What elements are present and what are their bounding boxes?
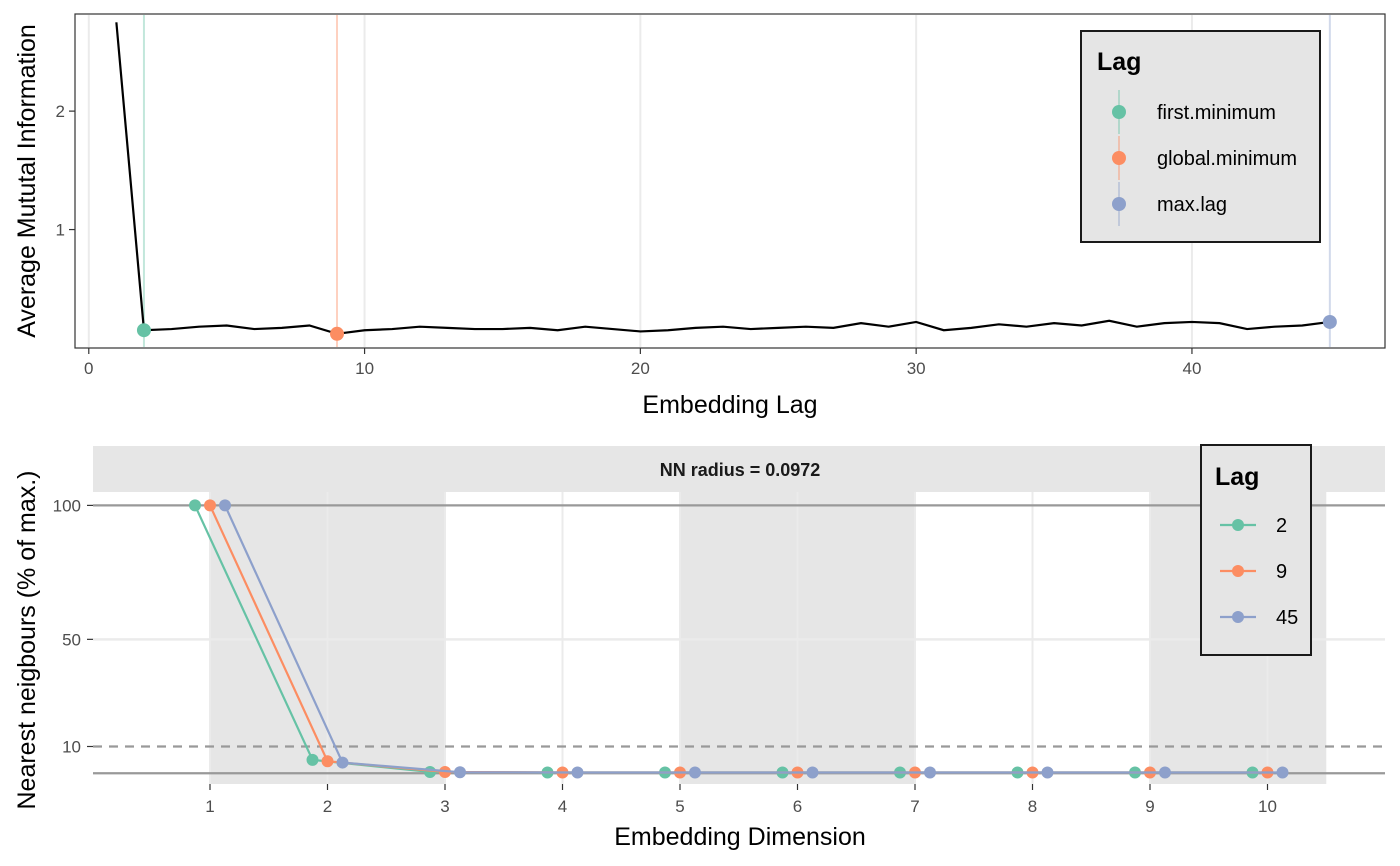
lag-point-global.minimum (330, 326, 344, 341)
ami-legend-label-first.minimum: first.minimum (1157, 102, 1276, 124)
fnn-legend-title: Lag (1215, 463, 1259, 491)
ami-lag-points (136, 314, 1337, 341)
fnn-legend: Lag 2 9 45 (1200, 444, 1312, 656)
ami-y-tick-label: 1 (56, 221, 65, 240)
fnn-x-tick-label: 10 (1258, 797, 1277, 816)
ami-x-tick-label: 10 (355, 359, 374, 378)
ami-y-axis-title: Average Mututal Information (13, 24, 41, 338)
fnn-point-lag-45 (1041, 766, 1054, 779)
ami-x-tick-label: 20 (631, 359, 650, 378)
ami-legend: Lag first.minimum global.minimum max.lag (1080, 30, 1321, 243)
fnn-point-lag-45 (336, 756, 349, 769)
ami-y-axis: 12 (56, 102, 75, 240)
fnn-x-tick-label: 8 (1028, 797, 1037, 816)
ami-legend-label-max.lag: max.lag (1157, 194, 1227, 216)
fnn-x-tick-label: 2 (323, 797, 332, 816)
lag-point-max.lag (1322, 314, 1337, 329)
fnn-point-lag-45 (689, 766, 701, 779)
ami-legend-title: Lag (1097, 48, 1141, 76)
fnn-y-tick-label: 100 (53, 496, 81, 515)
fnn-x-tick-label: 7 (910, 797, 919, 816)
ami-x-tick-label: 0 (84, 359, 93, 378)
ami-series (115, 22, 1330, 335)
fnn-bands (210, 492, 1327, 784)
ami-legend-label-global.minimum: global.minimum (1157, 148, 1297, 170)
fnn-series (189, 499, 1289, 779)
ami-x-tick-label: 30 (907, 359, 926, 378)
fnn-point-lag-45 (1276, 766, 1289, 779)
fnn-y-axis: 10 50 100 (53, 496, 93, 756)
lag-point-first.minimum (136, 323, 151, 338)
fnn-legend-label-45: 45 (1276, 607, 1298, 629)
fnn-strip-label: NN radius = 0.0972 (660, 460, 821, 480)
ami-x-axis-title: Embedding Lag (642, 391, 817, 419)
fnn-point-lag-45 (219, 499, 231, 512)
fnn-legend-label-9: 9 (1276, 561, 1287, 583)
fnn-point-lag-45 (1159, 766, 1171, 779)
fnn-x-axis: 1 2 3 4 5 6 7 8 9 10 (205, 784, 1277, 816)
fnn-x-axis-title: Embedding Dimension (614, 823, 866, 851)
fnn-x-tick-label: 5 (675, 797, 684, 816)
fnn-point-lag-9 (321, 755, 334, 768)
ami-legend-key-point (1112, 151, 1126, 165)
fnn-x-tick-label: 4 (558, 797, 567, 816)
ami-line (115, 22, 1330, 335)
fnn-point-lag-45 (806, 766, 819, 779)
fnn-x-tick-label: 3 (440, 797, 449, 816)
fnn-point-lag-2 (306, 753, 319, 766)
fnn-x-tick-label: 9 (1145, 797, 1154, 816)
fnn-x-tick-label: 6 (793, 797, 802, 816)
fnn-y-tick-label: 10 (62, 737, 81, 756)
fnn-grid (93, 492, 1385, 784)
fnn-strip (93, 446, 1385, 492)
fnn-y-axis-title: Nearest neigbours (% of max.) (13, 470, 41, 809)
ami-legend-key-point (1112, 197, 1126, 211)
fnn-point-lag-45 (454, 766, 466, 779)
fnn-legend-key-point (1232, 519, 1244, 531)
fnn-y-tick-label: 50 (62, 630, 81, 649)
ami-panel: 12 0 10 20 30 40 Embedding Lag Average Mutut… (13, 13, 1386, 419)
ami-x-tick-label: 40 (1182, 359, 1201, 378)
ami-x-axis: 0 10 20 30 40 (84, 348, 1201, 378)
fnn-legend-label-2: 2 (1276, 515, 1287, 537)
fnn-point-lag-2 (189, 499, 201, 512)
fnn-point-lag-45 (571, 766, 584, 779)
fnn-x-tick-label: 1 (205, 797, 214, 816)
fnn-line-lag-45 (223, 504, 1283, 774)
ami-legend-key-point (1112, 105, 1126, 119)
fnn-legend-key-point (1232, 611, 1244, 623)
fnn-point-lag-45 (924, 766, 936, 779)
fnn-legend-box (1200, 444, 1312, 656)
fnn-legend-key-point (1232, 565, 1244, 577)
ami-y-tick-label: 2 (56, 102, 65, 121)
ami-lag-vlines (142, 15, 1331, 347)
fnn-point-lag-9 (204, 499, 216, 512)
